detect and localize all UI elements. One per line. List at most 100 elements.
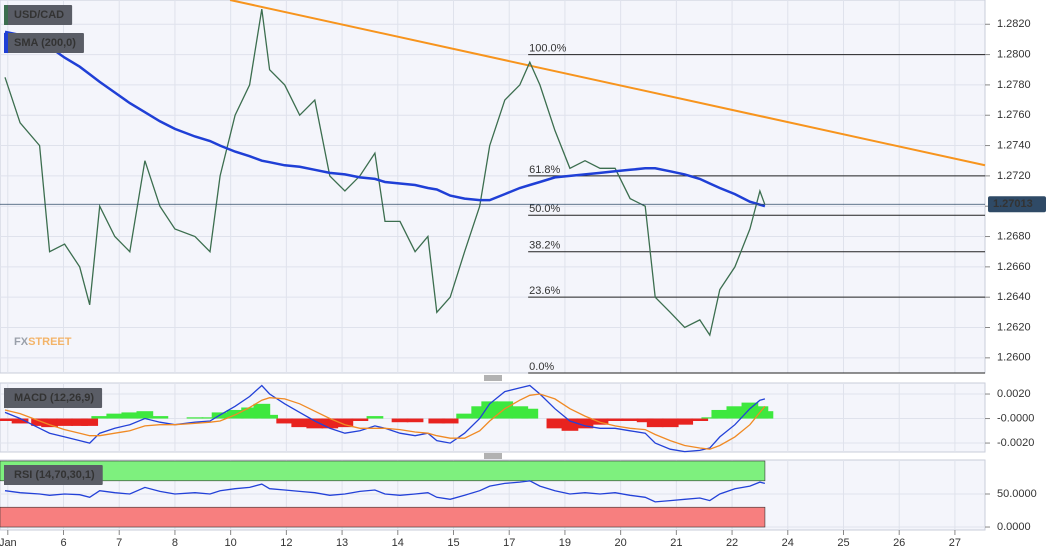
y-tick-label: 1.2600 — [997, 352, 1031, 364]
x-tick-label: 8 — [172, 537, 178, 549]
histogram-bar — [241, 407, 258, 419]
y-tick-label: 1.2740 — [997, 139, 1031, 151]
histogram-bar — [91, 416, 109, 419]
y-tick-label: 1.2720 — [997, 170, 1031, 182]
band — [0, 506, 766, 528]
histogram-bar — [441, 418, 459, 424]
x-tick-label: 13 — [336, 537, 348, 549]
histogram-bar — [56, 418, 73, 426]
histogram-bar — [81, 418, 99, 426]
histogram-bar — [701, 417, 719, 419]
x-tick-label: 19 — [559, 537, 571, 549]
last-price-label: 1.27013 — [993, 198, 1033, 210]
histogram-bar — [351, 418, 369, 421]
last-price-box — [988, 196, 1046, 213]
histogram-bar — [636, 418, 654, 423]
fib-label: 100.0% — [529, 42, 567, 54]
fib-label: 50.0% — [529, 203, 560, 215]
histogram-bar — [521, 408, 539, 419]
histogram-bar — [0, 418, 14, 421]
y-tick-label: 1.2820 — [997, 18, 1031, 30]
histogram-bar — [756, 411, 774, 419]
band — [0, 460, 766, 482]
fib-label: 0.0% — [529, 361, 554, 373]
x-tick-label: 7 — [116, 537, 122, 549]
histogram-bar — [121, 412, 139, 419]
x-tick-label: 17 — [503, 537, 515, 549]
watermark-fx: FX — [14, 336, 29, 348]
histogram-bar — [321, 418, 339, 429]
histogram-bar — [291, 418, 309, 428]
x-tick-label: Jan — [0, 537, 17, 549]
histogram-bar — [306, 418, 324, 429]
x-tick-label: 25 — [837, 537, 849, 549]
histogram-bar — [336, 418, 354, 428]
y-tick-label: 1.2660 — [997, 261, 1031, 273]
panel — [0, 0, 986, 374]
histogram-bar — [201, 417, 219, 419]
histogram-bar — [711, 409, 729, 419]
x-tick-label: 10 — [225, 537, 237, 549]
histogram-bar — [576, 418, 594, 429]
x-tick-label: 14 — [392, 537, 404, 549]
histogram-bar — [691, 418, 709, 421]
histogram-bar — [391, 418, 409, 423]
histogram-bar — [561, 418, 579, 431]
fib-label: 61.8% — [529, 164, 560, 176]
legend-box — [4, 465, 103, 485]
legend-box — [4, 33, 84, 53]
histogram-bar — [186, 417, 204, 419]
legend-swatch — [4, 388, 8, 408]
histogram-bar — [481, 401, 499, 419]
histogram-bar — [106, 413, 124, 419]
series-line — [4, 30, 766, 208]
y-tick-label: 0.0000 — [997, 521, 1031, 533]
histogram-bar — [31, 418, 48, 426]
y-tick-label: 1.2640 — [997, 291, 1031, 303]
x-tick-label: 6 — [60, 537, 66, 549]
histogram-bar — [428, 418, 446, 424]
histogram-bar — [276, 418, 294, 424]
legend-label: SMA (200,0) — [14, 37, 76, 49]
x-tick-label: 27 — [949, 537, 961, 549]
legend-label: USD/CAD — [14, 9, 64, 21]
series-line — [4, 8, 766, 337]
series-line — [4, 393, 766, 450]
y-tick-label: 0.0020 — [997, 388, 1031, 400]
x-tick-label: 20 — [615, 537, 627, 549]
y-tick-label: -0.0020 — [997, 437, 1034, 449]
fib-label: 38.2% — [529, 240, 560, 252]
histogram-bar — [71, 418, 89, 426]
histogram-bar — [621, 418, 639, 421]
legend-swatch — [4, 465, 8, 485]
histogram-bar — [456, 413, 474, 419]
x-tick-label: 22 — [726, 537, 738, 549]
y-tick-label: 50.0000 — [997, 488, 1037, 500]
x-tick-label: 12 — [280, 537, 292, 549]
histogram-bar — [151, 416, 169, 419]
y-tick-label: 1.2620 — [997, 321, 1031, 333]
histogram-bar — [11, 418, 29, 424]
histogram-bar — [366, 416, 384, 419]
histogram-bar — [726, 406, 744, 419]
watermark-street: STREET — [28, 336, 72, 348]
x-tick-label: 24 — [782, 537, 794, 549]
y-tick-label: 1.2780 — [997, 79, 1031, 91]
y-tick-label: 1.2760 — [997, 109, 1031, 121]
histogram-bar — [406, 418, 424, 423]
histogram-bar — [661, 418, 679, 428]
histogram-bar — [496, 401, 514, 419]
y-tick-label: 1.2800 — [997, 48, 1031, 60]
trendline — [229, 0, 986, 167]
legend-box — [4, 388, 103, 408]
legend-label: RSI (14,70,30,1) — [14, 469, 95, 481]
histogram-bar — [546, 418, 564, 429]
series-line — [4, 480, 766, 503]
y-tick-label: -0.0000 — [997, 412, 1034, 424]
series-line — [4, 384, 766, 453]
legend-box — [4, 5, 73, 25]
histogram-bar — [676, 418, 694, 425]
y-tick-label: 1.2680 — [997, 230, 1031, 242]
watermark: FXSTREET — [14, 336, 72, 348]
